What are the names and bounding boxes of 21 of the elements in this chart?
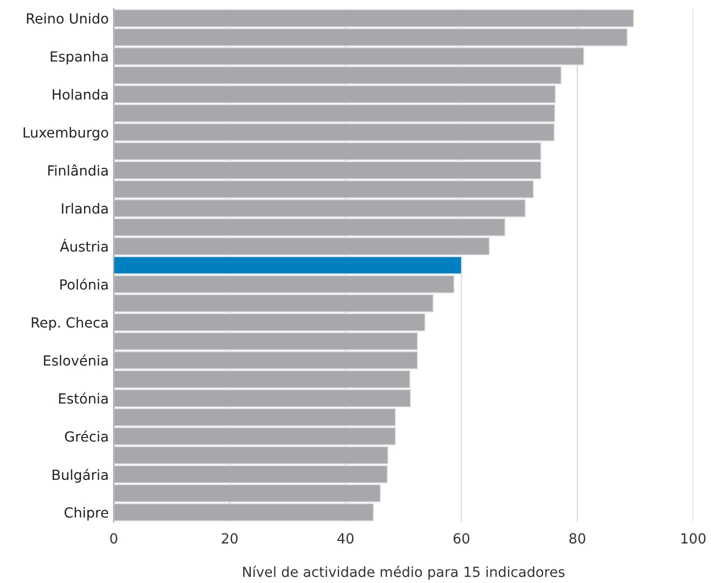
y-tick-label: Rep. Checa (32, 316, 108, 330)
x-tick-label: 60 (454, 533, 470, 544)
y-tick-label: Reino Unido (26, 12, 108, 24)
y-tick-label: Chipre (64, 507, 108, 520)
x-tick-label: 0 (110, 533, 118, 544)
y-tick-label: Estónia (59, 392, 108, 404)
x-tick-label: 40 (337, 533, 354, 544)
y-tick-label: Espanha (50, 50, 108, 64)
y-tick-label: Luxemburgo (24, 126, 108, 140)
y-tick-label: Polónia (60, 278, 108, 290)
x-tick-label: 20 (222, 533, 238, 544)
y-tick-label: Bulgária (52, 468, 108, 483)
y-tick-label: Áustria (60, 238, 108, 252)
y-tick-label: Irlanda (62, 202, 108, 214)
y-tick-label: Finlândia (48, 164, 108, 176)
x-axis-title: Nível de actividade médio para 15 indicadores (243, 566, 564, 580)
y-tick-label: Grécia (64, 430, 108, 442)
y-tick-label: Holanda (52, 88, 108, 100)
x-tick-label: 100 (681, 533, 706, 544)
x-tick-label: 80 (569, 533, 586, 544)
y-tick-label: Eslovénia (44, 354, 108, 366)
